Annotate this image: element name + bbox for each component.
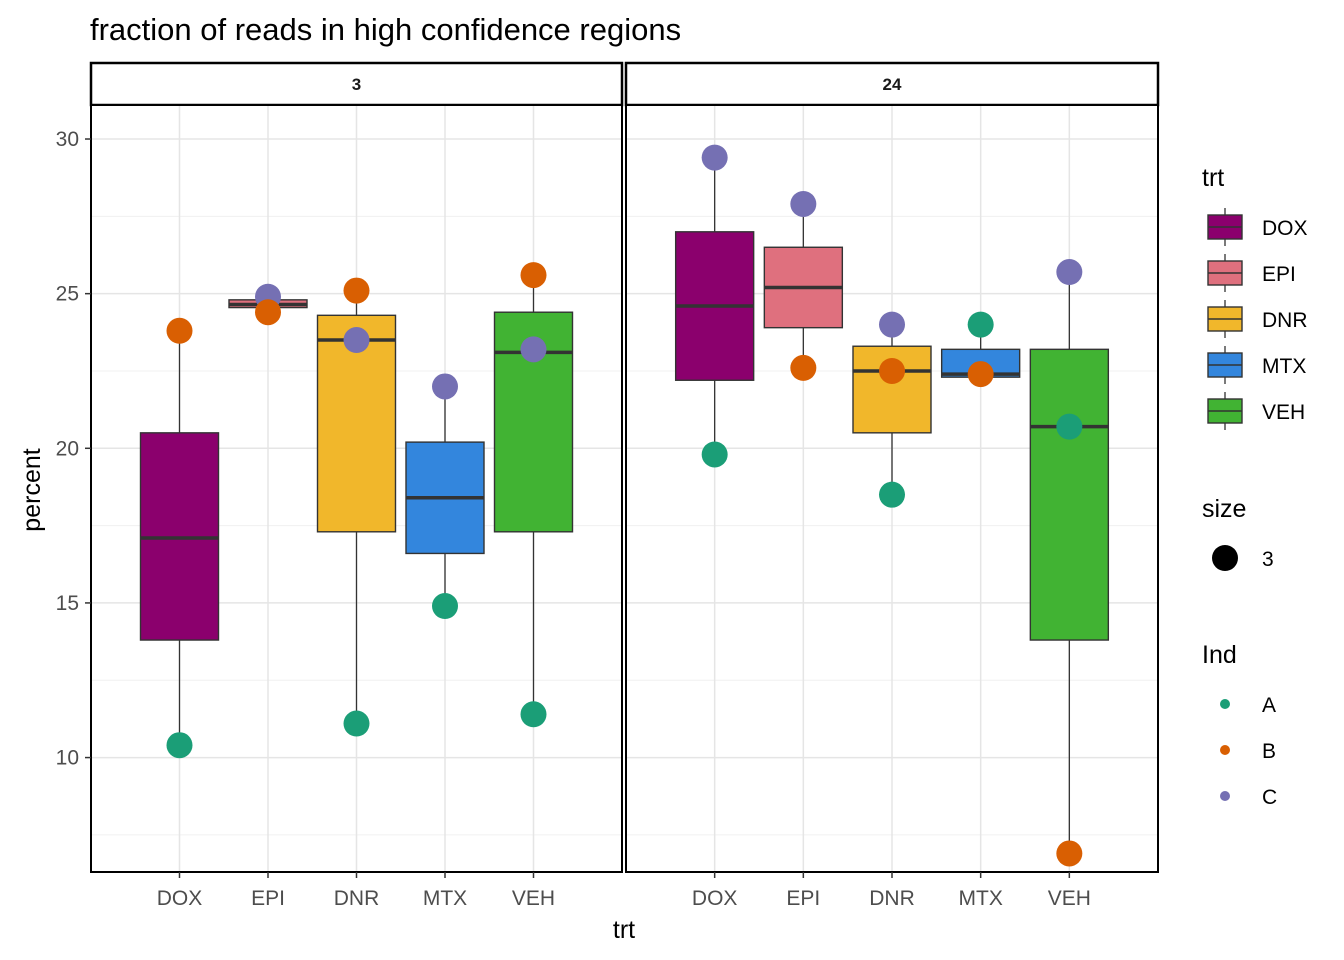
legend-trt: trt DOX EPI DNR MTX VEH xyxy=(1202,164,1308,430)
legend-title-ind: Ind xyxy=(1202,641,1237,669)
legend-label: EPI xyxy=(1262,263,1296,286)
y-axis-title: percent xyxy=(18,448,46,531)
x-tick-label: MTX xyxy=(959,887,1003,910)
y-tick-label: 25 xyxy=(56,283,79,306)
point-veh-c xyxy=(1056,259,1083,286)
legend-key-dnr: DNR xyxy=(1207,300,1308,338)
point-mtx-b xyxy=(967,361,994,388)
legend-point-a xyxy=(1220,699,1230,709)
legend-ind: Ind ABC xyxy=(1202,641,1277,809)
facet-strip-label: 24 xyxy=(883,75,902,94)
facet-panel-24: 24 DOX EPI DNR MTX VEH xyxy=(624,61,1160,910)
point-dox-a xyxy=(701,441,728,468)
y-tick-label: 30 xyxy=(56,128,79,151)
legend-label: DOX xyxy=(1262,217,1308,240)
facet-panel-3: 3 DOX EPI DNR MTX VEH 10 15 20 25 30 xyxy=(56,61,624,910)
point-veh-b xyxy=(520,262,547,289)
legend-key-veh: VEH xyxy=(1207,392,1305,430)
legend-label: DNR xyxy=(1262,309,1308,332)
legend-label: 3 xyxy=(1262,548,1274,571)
box-rect xyxy=(1029,348,1110,641)
x-tick-label: DOX xyxy=(157,887,203,910)
legend-point-b xyxy=(1220,745,1230,755)
point-dnr-b xyxy=(879,357,905,384)
box-dox xyxy=(139,330,220,746)
y-tick-label: 10 xyxy=(56,747,79,770)
point-dnr-a xyxy=(343,710,370,737)
x-tick-label: MTX xyxy=(423,887,467,910)
x-axis-title: trt xyxy=(613,916,635,944)
facet-strip-label: 3 xyxy=(352,75,361,94)
point-veh-a xyxy=(1056,413,1083,440)
point-veh-c xyxy=(520,336,547,363)
x-tick-label: VEH xyxy=(1048,887,1091,910)
legend-key-dox: DOX xyxy=(1207,208,1308,246)
point-mtx-a xyxy=(967,311,994,338)
legend-key-epi: EPI xyxy=(1207,254,1296,292)
legend-point-c xyxy=(1220,791,1230,801)
box-mtx xyxy=(405,386,485,607)
legend-label: C xyxy=(1262,786,1277,809)
point-dox-c xyxy=(701,144,728,171)
point-epi-b xyxy=(255,299,281,326)
box-dox xyxy=(674,157,755,455)
facet-panels: 3 DOX EPI DNR MTX VEH 10 15 20 25 30 24 DOX EPI DNR MTX… xyxy=(56,61,1160,910)
legend-label: A xyxy=(1262,694,1276,717)
box-epi xyxy=(763,203,844,368)
legend-size: size 3 xyxy=(1202,495,1274,571)
point-veh-a xyxy=(520,701,547,728)
point-dnr-c xyxy=(879,311,905,338)
point-veh-b xyxy=(1056,840,1083,867)
point-mtx-c xyxy=(432,373,458,400)
x-tick-label: DNR xyxy=(869,887,915,910)
legend-label: MTX xyxy=(1262,355,1306,378)
legend-key-mtx: MTX xyxy=(1207,346,1306,384)
x-tick-label: EPI xyxy=(251,887,285,910)
chart-title: fraction of reads in high confidence reg… xyxy=(90,12,681,47)
legend-title-size: size xyxy=(1202,495,1246,523)
legend-label: VEH xyxy=(1262,401,1305,424)
point-epi-c xyxy=(790,190,817,217)
x-tick-label: EPI xyxy=(786,887,820,910)
x-tick-label: DNR xyxy=(334,887,380,910)
point-dnr-b xyxy=(343,277,370,304)
point-dnr-a xyxy=(879,481,905,508)
point-dox-a xyxy=(166,732,193,759)
facet-strip xyxy=(89,61,624,107)
point-epi-b xyxy=(790,354,817,381)
point-dox-b xyxy=(166,317,193,344)
point-mtx-a xyxy=(432,593,458,620)
legend-title-trt: trt xyxy=(1202,164,1224,192)
box-veh xyxy=(1029,272,1110,854)
legend: trt DOX EPI DNR MTX VEH size 3 Ind ABC xyxy=(1202,164,1308,809)
x-tick-label: VEH xyxy=(512,887,555,910)
y-tick-label: 20 xyxy=(56,437,79,460)
legend-size-point xyxy=(1212,545,1238,571)
legend-label: B xyxy=(1262,740,1276,763)
facet-strip xyxy=(624,61,1160,107)
point-dnr-c xyxy=(343,327,370,354)
x-tick-label: DOX xyxy=(692,887,738,910)
y-tick-label: 15 xyxy=(56,592,79,615)
